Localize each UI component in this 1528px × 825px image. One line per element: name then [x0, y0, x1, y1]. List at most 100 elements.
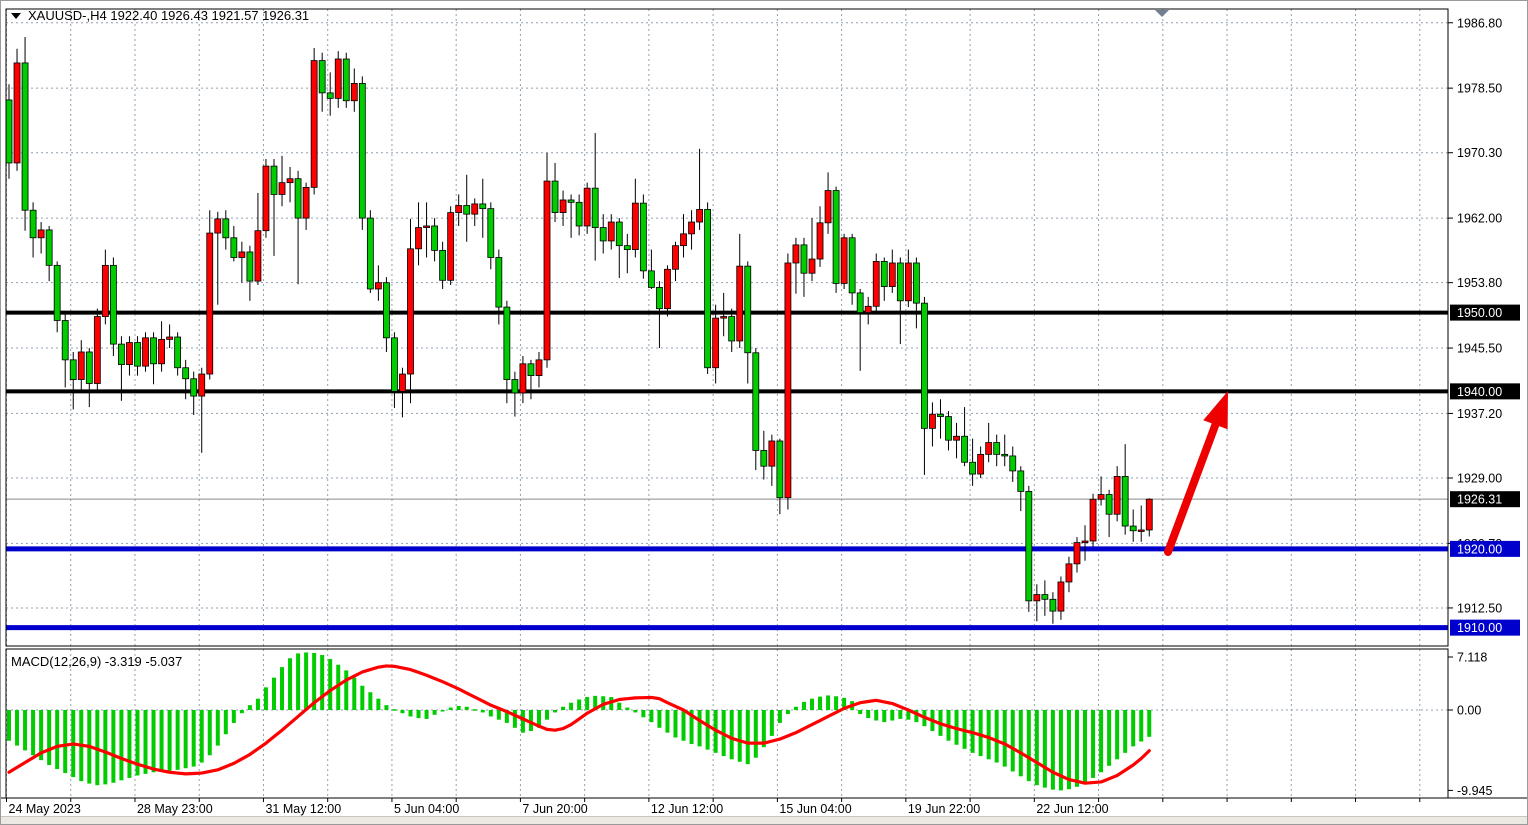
price-badge-label: 1926.31 [1457, 493, 1502, 507]
macd-hist-bar [408, 710, 413, 717]
macd-hist-bar [1147, 710, 1152, 737]
price-tick-label: 1986.80 [1457, 16, 1502, 30]
macd-hist-bar [745, 710, 750, 765]
macd-hist-bar [55, 710, 60, 770]
macd-hist-bar [320, 655, 325, 710]
macd-hist-bar [536, 710, 541, 728]
macd-hist-bar [207, 710, 212, 756]
candle-bull [198, 373, 206, 397]
macd-hist-bar [826, 695, 831, 710]
symbol-dropdown-icon[interactable] [11, 13, 21, 19]
macd-hist-bar [777, 710, 782, 723]
candle-bear [21, 62, 29, 211]
candle-bear [527, 363, 535, 377]
candle-bull [872, 261, 880, 307]
macd-hist-bar [1091, 710, 1096, 778]
macd-hist-bar [874, 710, 879, 721]
macd-hist-bar [1026, 710, 1031, 782]
macd-hist-bar [1034, 710, 1039, 786]
macd-hist-bar [689, 710, 694, 744]
candle-bear [383, 282, 390, 339]
candle-bear [326, 92, 334, 99]
price-tick-label: 1953.80 [1457, 276, 1502, 290]
macd-hist-bar [858, 710, 863, 715]
candle-bull [824, 190, 832, 224]
candle-bull [840, 237, 848, 284]
price-tick-label: 1929.00 [1457, 472, 1502, 486]
macd-hist-bar [215, 710, 220, 746]
macd-hist-bar [231, 710, 236, 723]
candle-bear [495, 257, 503, 308]
price-badge [1450, 383, 1520, 400]
candle-bull [816, 222, 824, 260]
chart-shift-marker-icon[interactable] [1155, 10, 1169, 17]
macd-hist-bar [681, 710, 686, 741]
candle-bear [182, 367, 190, 380]
trend-arrow-shaft[interactable] [1164, 413, 1223, 556]
candle-bull [784, 262, 792, 499]
macd-tick-label: -9.945 [1457, 784, 1492, 798]
macd-tick-label: 0.00 [1457, 704, 1481, 718]
candle-bear [599, 227, 607, 242]
macd-hist-bar [135, 710, 140, 776]
candle-bull [1145, 498, 1153, 531]
macd-indicator-label: MACD(12,26,9) -3.319 -5.037 [11, 654, 182, 669]
candle-bear [551, 180, 559, 213]
candle-bear [29, 209, 37, 239]
macd-hist-bar [1050, 710, 1055, 790]
candle-bear [5, 99, 13, 164]
candle-bear [1017, 470, 1025, 492]
candle-bear [937, 413, 944, 417]
candle-bear [511, 379, 519, 394]
candle-bear [1001, 453, 1009, 457]
macd-hist-bar [344, 670, 349, 710]
macd-hist-bar [761, 710, 766, 748]
macd-hist-bar [569, 702, 574, 710]
price-tick-label: 1945.50 [1457, 342, 1502, 356]
candle-bear [575, 201, 583, 227]
macd-hist-bar [39, 710, 44, 761]
macd-hist-bar [520, 710, 525, 733]
macd-hist-bar [360, 685, 365, 710]
candle-bull [101, 264, 109, 317]
macd-hist-bar [625, 707, 630, 710]
price-badge-label: 1950.00 [1457, 306, 1502, 320]
candle-bull [664, 268, 671, 310]
candle-bull [864, 305, 872, 314]
candle-bear [752, 352, 760, 451]
candle-bull [350, 83, 358, 102]
candle-bull [455, 205, 463, 213]
macd-hist-bar [191, 710, 196, 767]
macd-hist-bar [753, 710, 758, 758]
candle-bear [591, 187, 599, 228]
candle-bear [1041, 594, 1049, 600]
candle-bull [310, 60, 318, 188]
candle-bull [977, 453, 985, 475]
candle-bear [969, 461, 976, 475]
candle-bear [567, 199, 575, 203]
candle-bull [37, 229, 45, 239]
candle-bull [1081, 540, 1089, 543]
candle-bull [519, 363, 527, 394]
trend-arrow-head[interactable] [1203, 391, 1228, 430]
candle-bear [728, 316, 736, 342]
macd-hist-bar [673, 710, 678, 738]
candle-bear [61, 320, 69, 361]
macd-hist-bar [432, 710, 437, 715]
candle-bull [206, 232, 214, 375]
price-badge [1450, 304, 1520, 321]
candle-bear [760, 450, 768, 467]
macd-hist-bar [994, 710, 999, 763]
macd-hist-bar [793, 706, 798, 710]
candle-bull [415, 227, 422, 250]
time-tick-label: 5 Jun 04:00 [394, 802, 459, 816]
candle-bull [77, 351, 85, 380]
macd-hist-bar [729, 710, 734, 760]
candle-bear [776, 440, 784, 499]
candle-bear [270, 165, 278, 195]
macd-hist-bar [737, 710, 742, 762]
time-tick-label: 22 Jun 12:00 [1036, 802, 1108, 816]
candle-bull [214, 218, 222, 234]
macd-hist-bar [464, 706, 469, 710]
